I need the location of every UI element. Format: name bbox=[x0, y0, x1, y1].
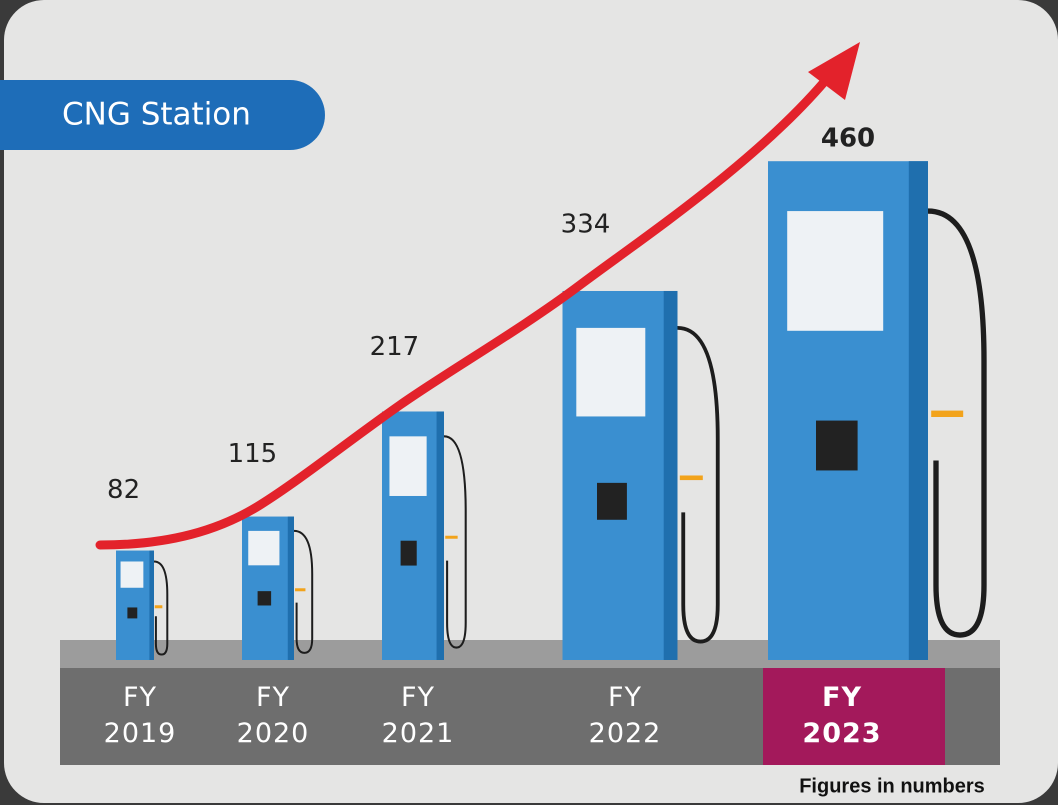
pump-side bbox=[436, 411, 444, 660]
value-label: 334 bbox=[561, 209, 611, 239]
category-label: FY 2023 bbox=[802, 682, 882, 749]
pump-panel bbox=[257, 591, 272, 606]
category-label: FY 2019 bbox=[103, 682, 177, 749]
pump-panel bbox=[816, 420, 858, 471]
hose bbox=[927, 208, 987, 638]
pump-side bbox=[663, 290, 678, 660]
pump-panel bbox=[400, 540, 417, 566]
nozzle bbox=[679, 475, 703, 481]
arrow-head bbox=[808, 42, 860, 100]
pump-side bbox=[908, 161, 928, 660]
pump-side bbox=[287, 516, 294, 660]
category-label: FY 2020 bbox=[236, 682, 310, 749]
category-label: FY 2021 bbox=[381, 682, 455, 749]
highlight-box bbox=[763, 668, 945, 765]
hose bbox=[443, 435, 467, 649]
nozzle bbox=[295, 588, 306, 592]
hose bbox=[293, 529, 314, 654]
pump-screen bbox=[248, 530, 280, 566]
pump-panel bbox=[127, 607, 138, 619]
pump-screen bbox=[389, 436, 427, 496]
pump-screen bbox=[787, 211, 884, 331]
hose bbox=[153, 560, 169, 656]
chart-title: CNG Station bbox=[62, 97, 251, 133]
nozzle bbox=[154, 605, 163, 609]
pump-screen bbox=[576, 327, 646, 417]
title-pill bbox=[0, 80, 325, 150]
pump-side bbox=[149, 550, 154, 660]
note: Figures in numbers bbox=[799, 775, 985, 797]
hose bbox=[677, 325, 720, 644]
category-label: FY 2022 bbox=[588, 682, 662, 749]
nozzle bbox=[445, 535, 458, 539]
nozzle bbox=[931, 410, 964, 417]
trend-arrow bbox=[95, 70, 835, 550]
value-label: 217 bbox=[370, 332, 420, 362]
value-label: 115 bbox=[228, 439, 278, 469]
value-label: 82 bbox=[107, 475, 140, 505]
pump-screen bbox=[120, 561, 144, 588]
pump-panel bbox=[597, 482, 627, 520]
value-label: 460 bbox=[821, 124, 875, 154]
